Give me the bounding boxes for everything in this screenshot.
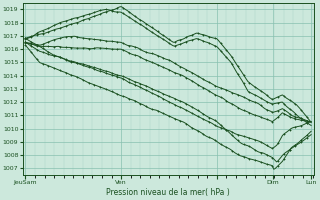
X-axis label: Pression niveau de la mer( hPa ): Pression niveau de la mer( hPa ) [106, 188, 230, 197]
